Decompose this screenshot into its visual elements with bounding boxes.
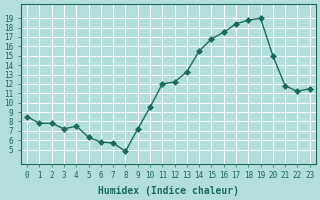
X-axis label: Humidex (Indice chaleur): Humidex (Indice chaleur): [98, 186, 239, 196]
